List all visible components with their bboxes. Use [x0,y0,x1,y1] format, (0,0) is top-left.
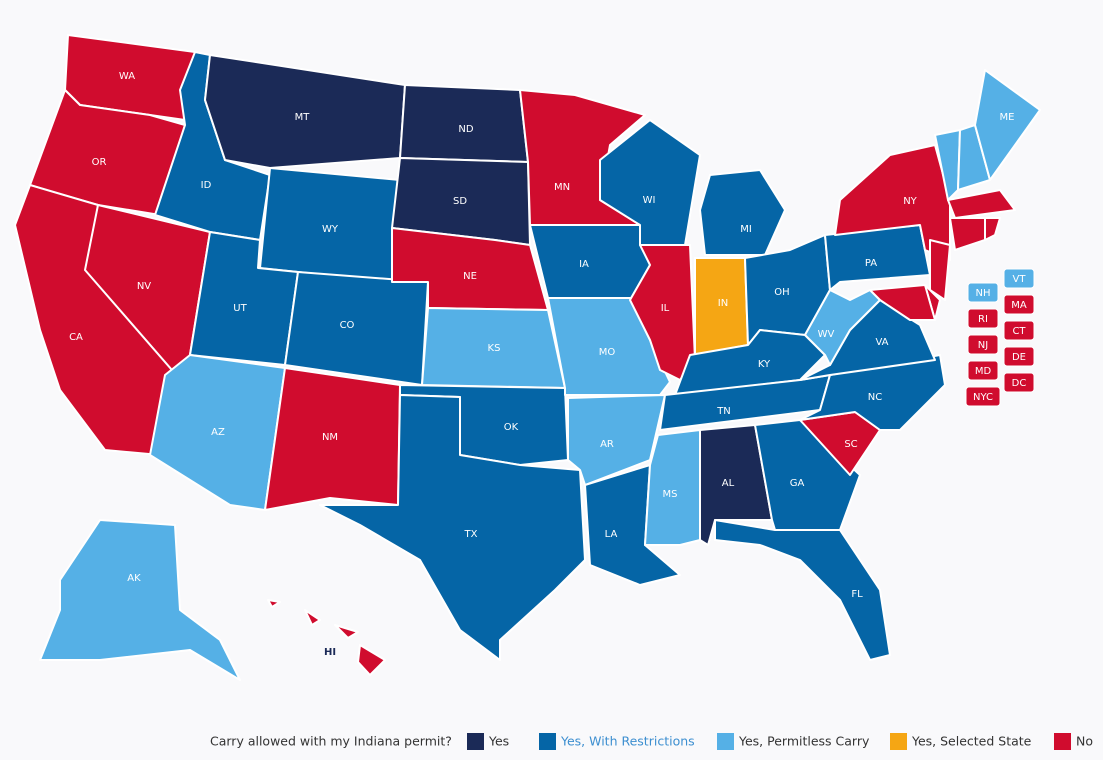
state[interactable] [149,354,286,511]
legend-swatch[interactable] [1054,733,1071,750]
callout-box[interactable] [967,282,999,303]
callout-box[interactable] [965,386,1001,407]
legend-swatch[interactable] [467,733,484,750]
callout-box[interactable] [1003,268,1035,289]
state[interactable] [357,644,386,676]
state[interactable] [947,189,1016,219]
callouts: NH VT RI MA NJ CT MD DE NYC DC [965,268,1035,407]
state-label: HI [324,647,336,658]
legend-swatch[interactable] [539,733,556,750]
state[interactable] [949,217,986,251]
state[interactable] [694,257,749,356]
state[interactable] [399,84,529,163]
state[interactable] [974,69,1041,181]
state[interactable] [267,599,281,608]
state[interactable] [869,284,936,321]
callout-box[interactable] [967,308,999,329]
states [14,34,1041,681]
state[interactable] [39,519,241,681]
state[interactable] [984,217,1001,241]
state[interactable] [421,307,566,389]
callout-box[interactable] [1003,372,1035,393]
state[interactable] [334,624,359,639]
legend-label[interactable]: Yes [488,734,509,749]
legend-title: Carry allowed with my Indiana permit? [210,734,452,749]
state[interactable] [629,244,696,381]
callout-box[interactable] [967,334,999,355]
callout-box[interactable] [1003,294,1035,315]
legend: Carry allowed with my Indiana permit? Ye… [210,733,1093,750]
legend-label[interactable]: Yes, Permitless Carry [738,734,870,749]
state[interactable] [304,609,321,626]
state[interactable] [284,271,429,386]
state[interactable] [714,519,891,661]
legend-label[interactable]: No [1076,734,1093,749]
state[interactable] [264,367,401,511]
legend-swatch[interactable] [717,733,734,750]
state[interactable] [259,167,401,283]
state[interactable] [929,239,951,301]
state[interactable] [204,54,406,169]
callout-box[interactable] [1003,346,1035,367]
state[interactable] [834,144,951,261]
state[interactable] [699,169,786,256]
state[interactable] [319,394,586,661]
legend-label[interactable]: Yes, Selected State [911,734,1032,749]
legend-swatch[interactable] [890,733,907,750]
state[interactable] [799,354,946,431]
state[interactable] [529,224,651,301]
callout-box[interactable] [967,360,999,381]
legend-label[interactable]: Yes, With Restrictions [560,734,695,749]
callout-box[interactable] [1003,320,1035,341]
